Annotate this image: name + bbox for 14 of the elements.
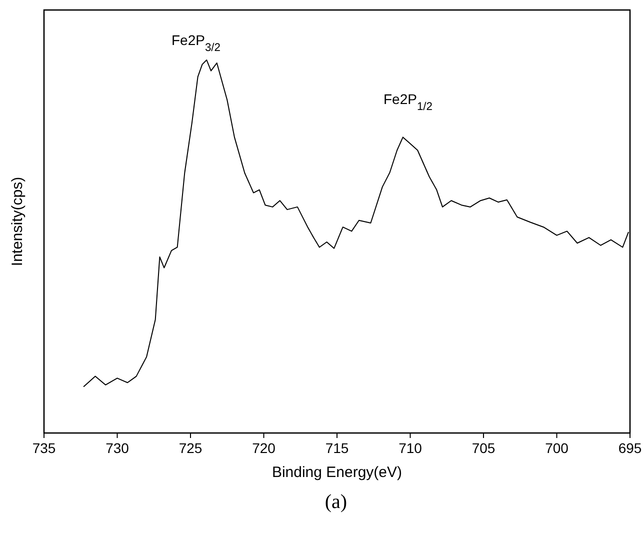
text: (a) <box>324 491 348 513</box>
x-tick-label: 710 <box>398 440 422 456</box>
x-tick-label: 730 <box>106 440 130 456</box>
x-axis-title: Binding Energy(eV) <box>272 464 402 481</box>
annotation: Fe2P$_{1/2}$ <box>383 91 433 113</box>
x-tick-label: 705 <box>472 440 496 456</box>
x-tick-label: 720 <box>252 440 276 456</box>
x-tick-label: 735 <box>32 440 56 456</box>
x-tick-label: 700 <box>545 440 569 456</box>
y-axis-title: Intensity(cps) <box>9 176 26 266</box>
x-tick-label: 725 <box>178 440 202 456</box>
text: Fe2P$_{3/2}$ <box>171 32 221 54</box>
x-tick-label: 695 <box>618 440 642 456</box>
x-tick-label: 715 <box>325 440 349 456</box>
